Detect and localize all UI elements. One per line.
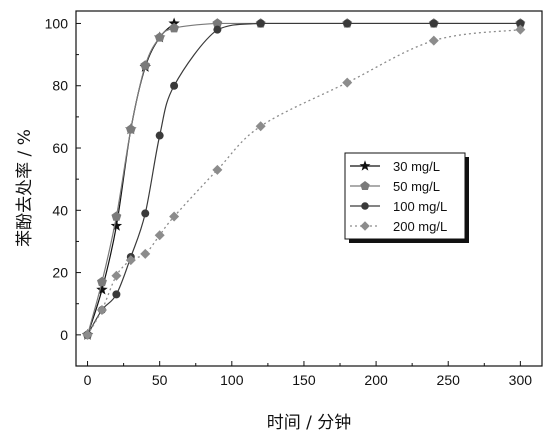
plot-frame: [75, 10, 543, 367]
data-point: [255, 121, 266, 132]
data-point: [110, 219, 123, 231]
data-point: [155, 131, 164, 140]
legend-label: 30 mg/L: [393, 159, 440, 174]
data-point: [213, 25, 222, 34]
x-tick-label: 300: [509, 372, 533, 388]
data-point: [125, 255, 136, 266]
y-axis-title: 苯酚去处率 / %: [15, 129, 35, 247]
data-point: [169, 22, 180, 33]
data-point: [112, 290, 121, 299]
x-axis-title: 时间 / 分钟: [267, 413, 352, 433]
x-tick-label: 250: [437, 372, 461, 388]
legend-marker: [361, 202, 369, 210]
data-point: [154, 230, 165, 241]
data-point: [111, 211, 122, 221]
data-point: [168, 17, 180, 29]
data-point: [428, 35, 439, 46]
data-point: [170, 81, 179, 90]
data-point: [141, 209, 150, 218]
data-point: [140, 248, 151, 259]
x-axis-ticks: 0 50 100 150 200 250 300: [84, 361, 533, 388]
data-point: [515, 24, 526, 35]
data-point: [97, 276, 107, 287]
legend-label: 50 mg/L: [393, 179, 440, 194]
legend: 30 mg/L 50 mg/L 100 mg/L 200 mg/L: [344, 152, 469, 243]
y-tick-label: 80: [52, 78, 68, 94]
y-tick-label: 60: [52, 140, 68, 156]
data-point: [96, 283, 108, 295]
x-tick-label: 50: [152, 372, 168, 388]
legend-marker: [360, 221, 370, 231]
x-tick-label: 150: [292, 372, 316, 388]
data-point: [111, 270, 122, 281]
legend-label: 100 mg/L: [393, 199, 447, 214]
y-axis-ticks: 0 20 40 60 80 100: [45, 15, 81, 343]
data-point: [82, 329, 93, 340]
data-point: [343, 19, 352, 28]
legend-marker: [359, 160, 371, 171]
data-point: [212, 18, 223, 28]
y-tick-label: 0: [60, 327, 68, 343]
legend-marker: [360, 181, 370, 190]
data-point: [169, 211, 180, 222]
x-tick-label: 0: [84, 372, 92, 388]
data-point: [342, 77, 353, 88]
x-tick-label: 200: [364, 372, 388, 388]
y-tick-label: 100: [45, 15, 69, 31]
data-point: [516, 19, 525, 28]
data-point: [256, 19, 265, 28]
data-point: [154, 32, 165, 42]
data-point: [429, 19, 438, 28]
data-point: [212, 164, 223, 175]
x-tick-label: 100: [220, 372, 244, 388]
legend-label: 200 mg/L: [393, 219, 447, 234]
data-point: [140, 60, 151, 70]
data-point: [125, 124, 136, 134]
y-tick-label: 40: [52, 202, 68, 218]
y-tick-label: 20: [52, 265, 68, 281]
data-point: [96, 304, 107, 315]
series-layer: [81, 17, 526, 340]
